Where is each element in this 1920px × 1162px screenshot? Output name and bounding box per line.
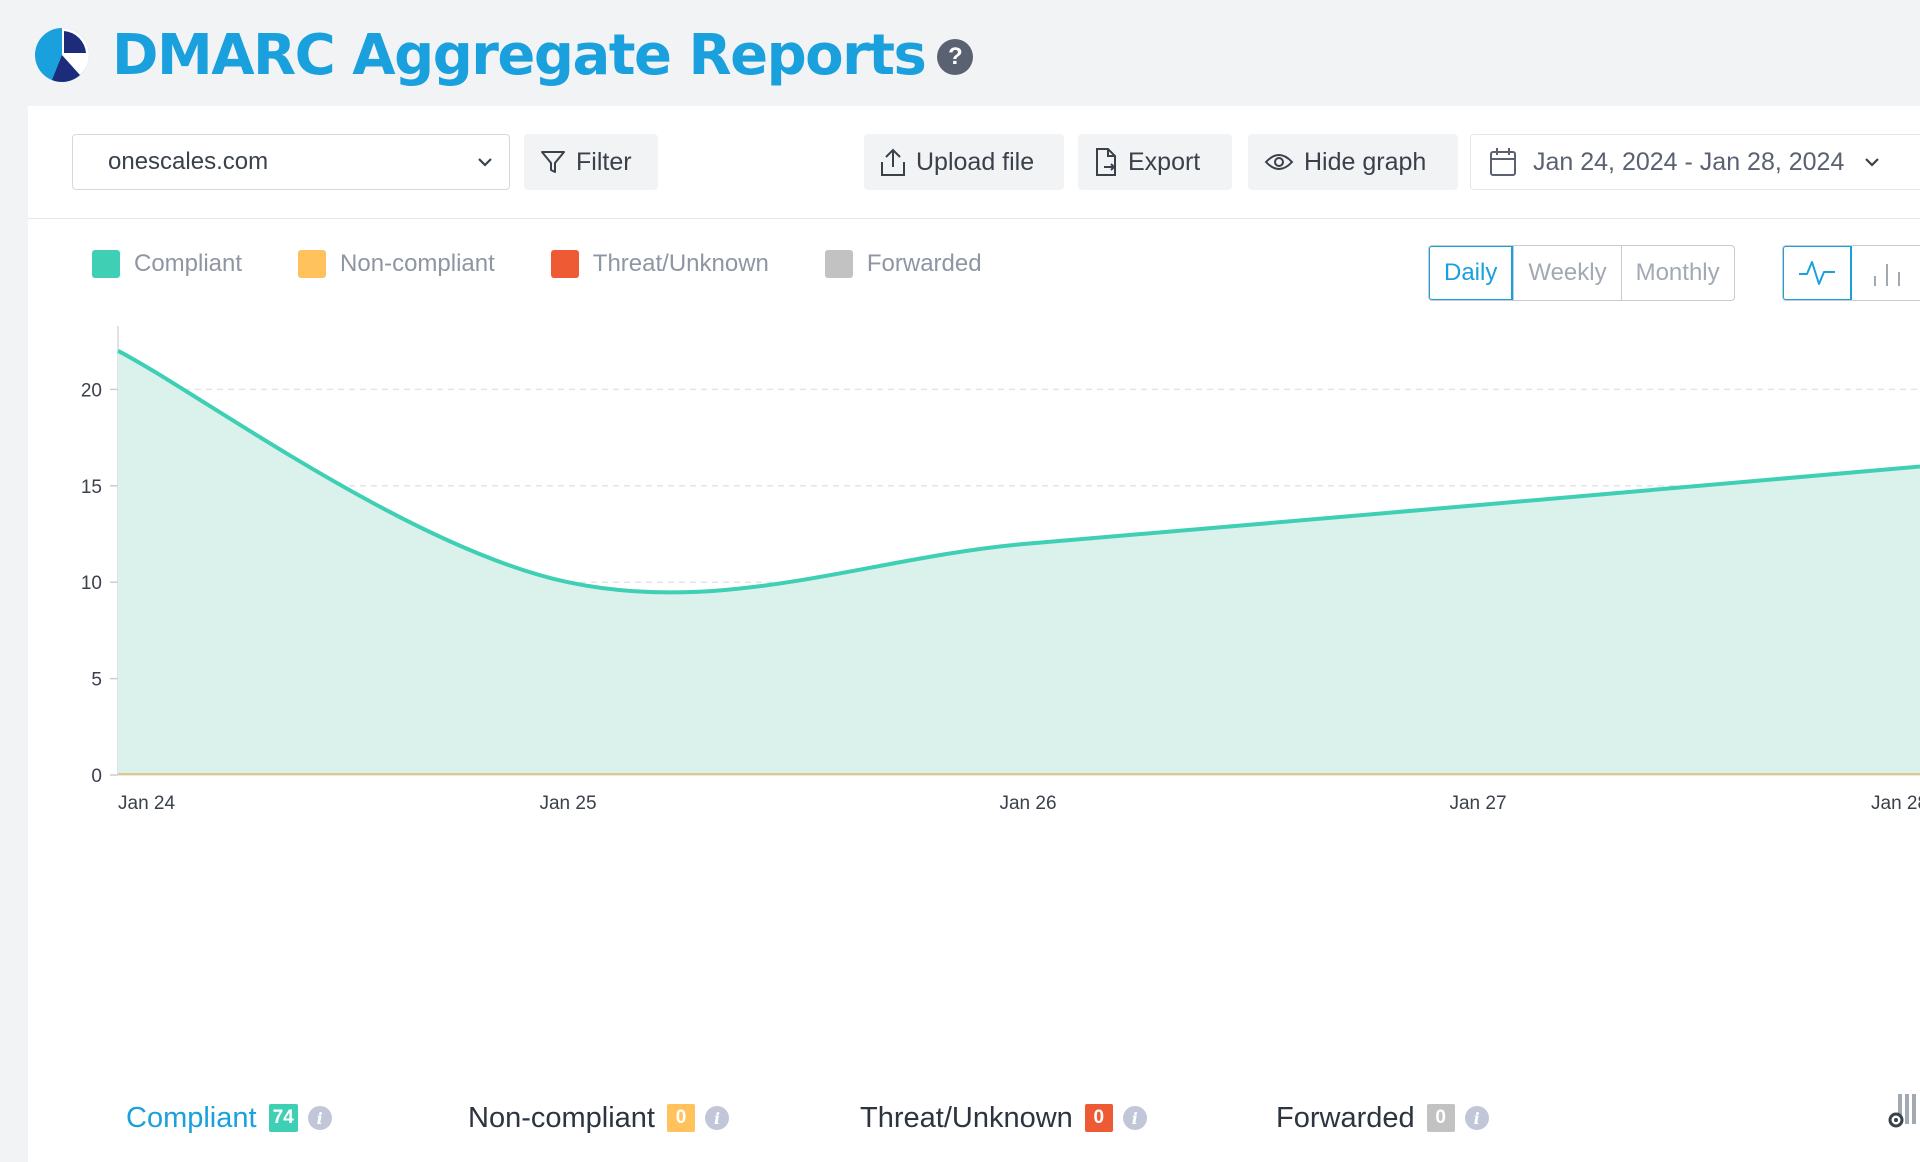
count-badge: 74: [268, 1104, 298, 1132]
y-tick-label: 5: [91, 670, 102, 691]
export-file-icon: [1096, 148, 1116, 176]
count-badge: 0: [1426, 1104, 1455, 1132]
page-title: DMARC Aggregate Reports: [112, 22, 927, 88]
summary-label: Non-compliant: [468, 1101, 655, 1134]
filter-label: Filter: [576, 147, 632, 176]
report-panel: onescales.com Filter Upload file Export …: [28, 106, 1920, 1162]
filter-button[interactable]: Filter: [524, 134, 658, 190]
pie-chart-logo-icon: [35, 28, 89, 82]
x-tick-label: Jan 24: [118, 793, 175, 814]
chevron-down-icon: [1865, 158, 1880, 167]
filter-icon: [541, 151, 565, 173]
domain-select-value: onescales.com: [108, 148, 269, 175]
legend-item-forwarded[interactable]: Forwarded: [824, 250, 982, 278]
legend-item-threat[interactable]: Threat/Unknown: [550, 250, 769, 278]
legend-item-compliant[interactable]: Compliant: [92, 250, 242, 278]
bar-chart-button[interactable]: [1852, 246, 1920, 300]
legend-swatch: [550, 250, 579, 278]
summary-threat[interactable]: Threat/Unknown 0 i: [860, 1090, 1147, 1146]
y-tick-label: 10: [81, 573, 102, 594]
chevron-down-icon: [478, 158, 492, 167]
period-monthly[interactable]: Monthly: [1620, 246, 1734, 300]
legend-swatch: [824, 250, 853, 278]
y-tick-label: 20: [81, 380, 102, 401]
legend-item-non-compliant[interactable]: Non-compliant: [298, 250, 495, 278]
legend-swatch: [92, 250, 120, 278]
summary-non-compliant[interactable]: Non-compliant 0 i: [468, 1090, 729, 1146]
summary-row: Compliant 74 i Non-compliant 0 i Threat/…: [28, 1090, 1920, 1146]
summary-label: Threat/Unknown: [860, 1101, 1073, 1134]
compliant-area: [118, 350, 1920, 775]
line-chart-icon: [1799, 261, 1836, 285]
toolbar: onescales.com Filter Upload file Export …: [28, 106, 1920, 219]
count-badge: 0: [666, 1104, 695, 1132]
chart-legend: Compliant Non-compliant Threat/Unknown F…: [92, 250, 1038, 278]
x-tick-label: Jan 25: [539, 793, 596, 814]
bar-chart-icon: [1874, 264, 1901, 286]
help-icon[interactable]: ?: [937, 39, 974, 75]
upload-file-button[interactable]: Upload file: [864, 134, 1064, 190]
hide-graph-label: Hide graph: [1304, 147, 1427, 176]
y-tick-label: 15: [81, 477, 102, 498]
calendar-icon: [1490, 148, 1516, 176]
summary-compliant[interactable]: Compliant 74 i: [126, 1090, 332, 1146]
upload-icon: [881, 148, 905, 176]
upload-file-label: Upload file: [916, 147, 1035, 176]
date-range-picker[interactable]: Jan 24, 2024 - Jan 28, 2024: [1470, 134, 1920, 190]
page-header: DMARC Aggregate Reports ?: [34, 20, 974, 90]
info-icon[interactable]: i: [1464, 1106, 1489, 1130]
export-button[interactable]: Export: [1078, 134, 1232, 190]
summary-label: Forwarded: [1276, 1101, 1415, 1134]
legend-label: Compliant: [134, 250, 243, 277]
info-icon[interactable]: i: [307, 1106, 332, 1130]
hide-graph-button[interactable]: Hide graph: [1248, 134, 1458, 190]
x-tick-label: Jan 27: [1449, 793, 1506, 814]
y-tick-label: 0: [91, 766, 102, 787]
export-label: Export: [1128, 147, 1201, 176]
eye-icon: [1264, 154, 1294, 170]
compliant-series-line: [117, 349, 1920, 595]
summary-label: Compliant: [126, 1101, 257, 1134]
date-range-value: Jan 24, 2024 - Jan 28, 2024: [1533, 147, 1845, 176]
legend-swatch: [298, 250, 327, 278]
legend-label: Forwarded: [866, 250, 982, 277]
x-tick-label: Jan 26: [999, 793, 1056, 814]
x-tick-label: Jan 28: [1871, 793, 1920, 814]
period-toggle: Daily Weekly Monthly: [1428, 245, 1735, 301]
chart-type-toggle: [1782, 245, 1920, 301]
period-weekly[interactable]: Weekly: [1513, 246, 1620, 300]
line-chart-button[interactable]: [1783, 246, 1853, 300]
period-daily[interactable]: Daily: [1428, 246, 1514, 300]
info-icon[interactable]: i: [704, 1106, 729, 1130]
legend-label: Threat/Unknown: [592, 250, 769, 277]
summary-forwarded[interactable]: Forwarded 0 i: [1276, 1090, 1489, 1146]
count-badge: 0: [1084, 1104, 1113, 1132]
legend-label: Non-compliant: [340, 250, 495, 277]
info-icon[interactable]: i: [1122, 1106, 1147, 1130]
domain-select[interactable]: onescales.com: [72, 134, 510, 190]
column-settings-icon[interactable]: [1886, 1090, 1920, 1130]
